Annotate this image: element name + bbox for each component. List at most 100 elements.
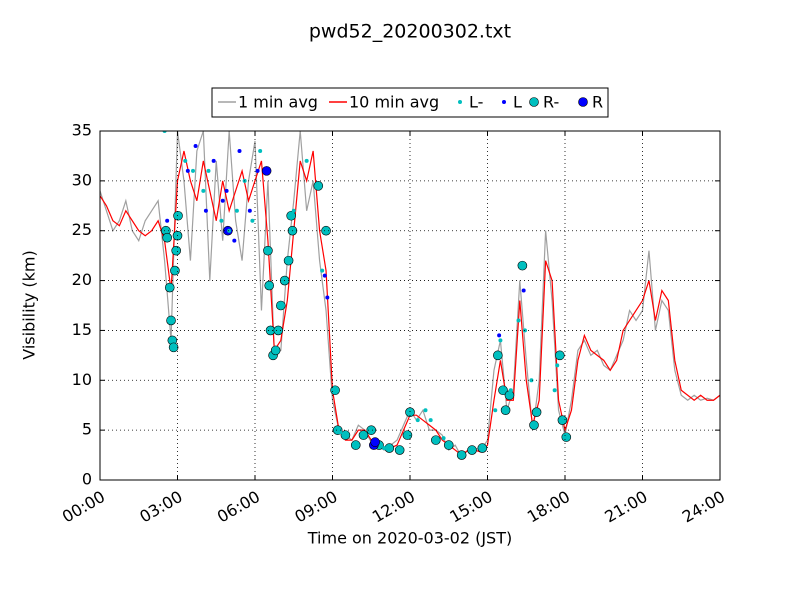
legend-label: 10 min avg <box>349 93 439 112</box>
legend-label: L- <box>469 93 483 112</box>
circle-marker <box>557 415 568 425</box>
dot-marker <box>441 436 446 441</box>
dot-marker <box>291 208 296 213</box>
circle-marker <box>366 425 377 435</box>
circle-marker <box>561 432 572 442</box>
circle-marker <box>264 280 275 291</box>
circle-marker <box>402 430 413 440</box>
circle-marker <box>456 450 467 460</box>
dot-marker <box>165 218 170 223</box>
dot-marker <box>203 208 208 213</box>
circle-marker <box>283 255 294 266</box>
dot-marker <box>255 168 260 173</box>
dot-marker <box>237 148 242 153</box>
dot-marker <box>423 408 428 413</box>
circle-marker <box>498 385 508 396</box>
legend-box <box>211 87 609 118</box>
dot-marker <box>529 378 534 383</box>
circle-marker <box>394 445 405 455</box>
dot-marker <box>185 168 190 173</box>
circle-marker <box>370 437 380 447</box>
y-tick-label: 20 <box>72 270 92 289</box>
dot-marker <box>206 168 211 173</box>
circle-marker <box>166 315 176 326</box>
plot-area <box>100 131 720 460</box>
circle-marker <box>171 245 182 256</box>
dot-marker <box>227 228 232 233</box>
dot-marker <box>183 158 188 163</box>
dot-marker <box>493 408 498 413</box>
circle-marker <box>443 440 454 450</box>
dot-marker <box>250 218 255 223</box>
dot-marker <box>232 238 237 243</box>
y-tick-label: 30 <box>72 170 92 189</box>
dot-marker <box>428 418 433 423</box>
dot-marker <box>498 338 503 343</box>
legend-swatch <box>529 97 539 107</box>
dot-marker <box>247 208 252 213</box>
circle-marker <box>531 407 542 417</box>
legend-label: 1 min avg <box>238 93 318 112</box>
dot-marker <box>304 158 309 163</box>
dot-marker <box>219 218 224 223</box>
dot-marker <box>521 288 526 293</box>
circle-marker <box>173 210 183 221</box>
y-tick-label: 0 <box>82 470 92 489</box>
circle-marker <box>170 265 180 276</box>
circle-marker <box>500 405 511 416</box>
dot-marker <box>516 318 521 323</box>
circle-marker <box>168 342 179 353</box>
circle-marker <box>529 420 539 430</box>
circle-marker <box>555 350 565 361</box>
dot-marker <box>322 273 327 278</box>
y-tick-label: 10 <box>72 370 92 389</box>
circle-marker <box>340 430 351 440</box>
legend-label: R- <box>543 93 559 112</box>
legend-label: R <box>592 93 603 112</box>
dot-marker <box>552 388 557 393</box>
y-tick-label: 25 <box>72 220 92 239</box>
circle-marker <box>477 443 488 453</box>
circle-marker <box>504 390 515 401</box>
circle-marker <box>263 245 273 256</box>
dot-marker <box>508 388 513 393</box>
circle-marker <box>517 260 528 271</box>
circle-marker <box>273 325 284 336</box>
legend-swatch <box>578 97 588 107</box>
dot-marker <box>325 295 330 300</box>
legend-label: L <box>513 93 522 112</box>
dot-marker <box>191 168 195 173</box>
circle-marker <box>164 282 175 293</box>
circle-marker <box>384 443 395 453</box>
dot-marker <box>220 198 225 203</box>
y-tick-label: 15 <box>72 320 92 339</box>
circle-marker <box>358 430 369 440</box>
circle-marker <box>162 232 172 243</box>
dot-marker <box>320 268 325 273</box>
legend-swatch <box>502 100 506 104</box>
circle-marker <box>321 225 331 236</box>
dot-marker <box>201 188 206 193</box>
circle-marker <box>313 181 324 191</box>
dot-marker <box>211 158 216 163</box>
y-tick-label: 35 <box>72 121 92 140</box>
y-axis-label: Visibility (km) <box>20 250 39 359</box>
circle-marker <box>276 300 286 311</box>
x-axis-label: Time on 2020-03-02 (JST) <box>307 529 512 548</box>
circle-marker <box>261 166 272 176</box>
circle-marker <box>431 435 441 445</box>
dot-marker <box>415 418 420 423</box>
chart-title: pwd52_20200302.txt <box>309 21 511 43</box>
y-tick-label: 5 <box>82 420 92 439</box>
dot-marker <box>382 446 387 451</box>
circle-marker <box>286 210 296 221</box>
circle-marker <box>467 445 477 455</box>
circle-marker <box>350 440 361 450</box>
dot-marker <box>193 143 198 148</box>
dot-marker <box>234 208 239 213</box>
dot-marker <box>497 333 502 338</box>
dot-marker <box>338 430 343 435</box>
circle-marker <box>330 385 340 396</box>
dot-marker <box>258 148 263 153</box>
